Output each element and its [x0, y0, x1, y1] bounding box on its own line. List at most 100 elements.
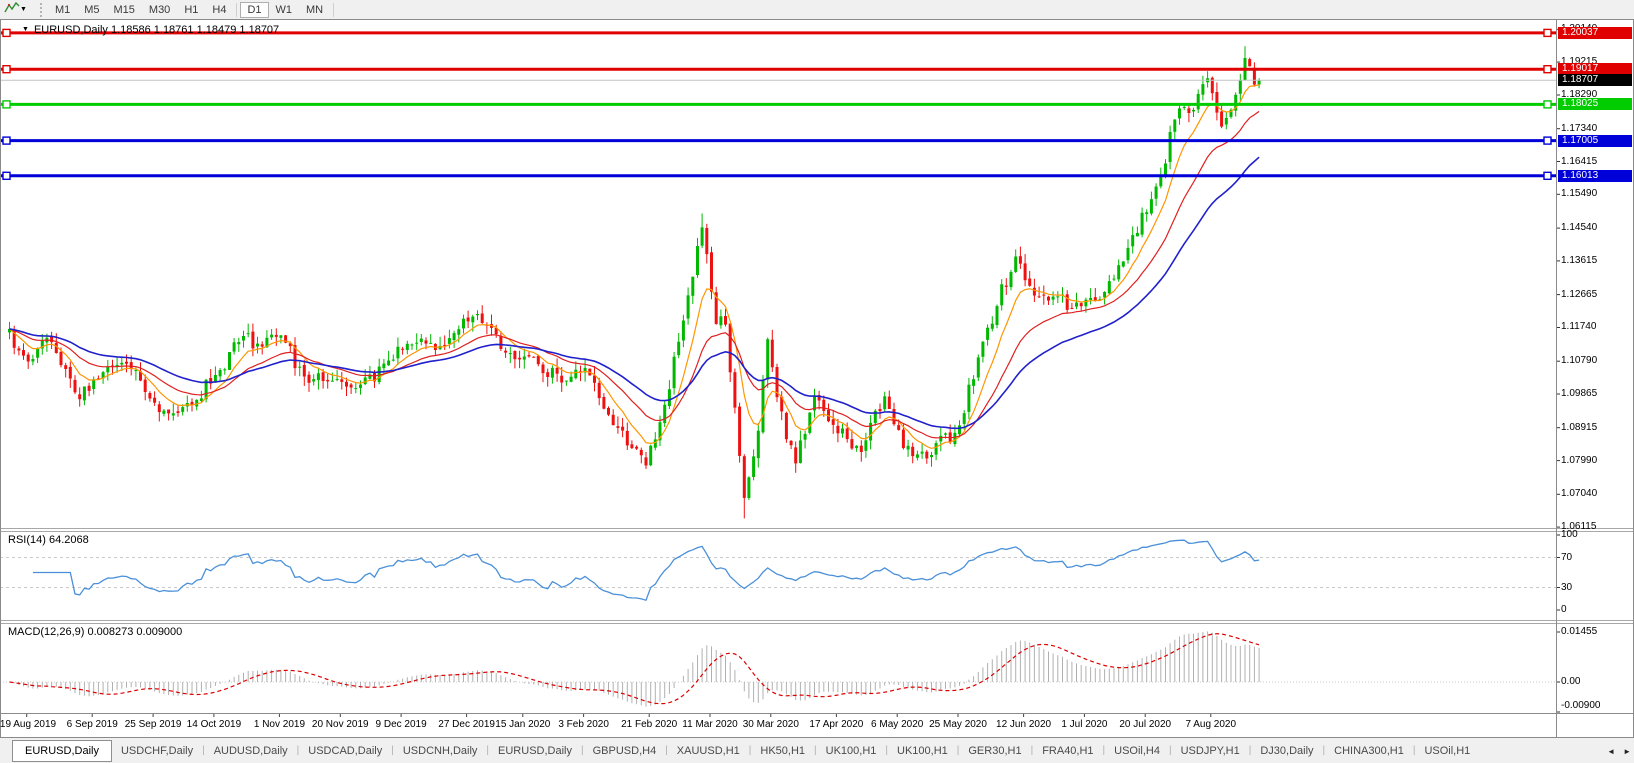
macd-tick-label: 0.01455: [1561, 626, 1598, 637]
timeframe-toolbar: ▼ M1 M5 M15 M30 H1 H4 D1 W1 MN: [0, 0, 1634, 19]
timeframe-button-M5[interactable]: M5: [84, 3, 100, 16]
tab-separator: |: [202, 745, 205, 756]
toolbar-separator: [236, 2, 238, 17]
timeframe-button-M15[interactable]: M15: [113, 3, 135, 16]
date-tick-label: 9 Dec 2019: [375, 719, 427, 730]
tab-usoil-h1[interactable]: USOil,H1: [1424, 744, 1471, 757]
rsi-label: RSI(14) 64.2068: [8, 534, 89, 546]
tab-dj30-daily[interactable]: DJ30,Daily: [1260, 744, 1314, 757]
tab-separator: |: [814, 745, 817, 756]
tab-eurusd-daily[interactable]: EURUSD,Daily: [12, 739, 112, 762]
tab-separator: |: [391, 745, 394, 756]
title-dropdown-icon[interactable]: ▼: [22, 26, 29, 33]
tab-usdjpy-h1[interactable]: USDJPY,H1: [1180, 744, 1240, 757]
macd-tick-label: 0.00: [1561, 676, 1581, 687]
tab-separator: |: [296, 745, 300, 756]
macd-tick-label: -0.00900: [1561, 700, 1601, 711]
price-tick-label: 1.18290: [1561, 88, 1598, 100]
timeframe-button-M30[interactable]: M30: [148, 3, 171, 16]
price-tick-label: 1.08915: [1561, 421, 1598, 433]
line-price-tag: 1.17005: [1558, 134, 1632, 147]
tab-fra40-h1[interactable]: FRA40,H1: [1042, 744, 1094, 757]
date-tick-label: 17 Apr 2020: [809, 719, 864, 730]
chart-tabs: EURUSD,Daily USDCHF,Daily | AUDUSD,Daily | US…: [0, 738, 1479, 763]
price-tick-label: 1.09865: [1561, 388, 1598, 399]
timeframe-button-H4[interactable]: H4: [212, 3, 227, 16]
price-tick-label: 1.06115: [1561, 521, 1597, 533]
tab-separator: |: [1169, 745, 1172, 756]
date-tick-label: 27 Dec 2019: [438, 719, 495, 730]
tab-uk100-h1[interactable]: UK100,H1: [825, 744, 877, 757]
date-tick-label: 25 May 2020: [929, 719, 987, 730]
rsi-tick-label: 0: [1561, 604, 1567, 615]
rsi-tick-label: 70: [1561, 551, 1573, 563]
line-price-tag: 1.16013: [1558, 169, 1632, 182]
tab-uk100-h1[interactable]: UK100,H1: [897, 744, 948, 757]
indicator-icon: [4, 1, 20, 19]
date-tick-label: 6 Sep 2019: [66, 719, 118, 730]
price-tick-label: 1.07990: [1561, 454, 1598, 466]
tab-gbpusd-h4[interactable]: GBPUSD,H4: [592, 744, 657, 757]
date-tick-label: 20 Jul 2020: [1119, 719, 1172, 730]
date-tick-label: 1 Jul 2020: [1061, 719, 1108, 730]
chart-canvas[interactable]: [0, 0, 1634, 737]
price-tick-label: 1.14540: [1561, 222, 1598, 234]
tab-scroll-left-icon[interactable]: ◄: [1607, 746, 1616, 756]
tab-separator: |: [1412, 745, 1416, 756]
timeframe-button-H1[interactable]: H1: [184, 3, 199, 16]
tab-hk50-h1[interactable]: HK50,H1: [760, 744, 806, 757]
tab-usoil-h4[interactable]: USOil,H4: [1114, 744, 1160, 757]
date-tick-label: 7 Aug 2020: [1185, 719, 1237, 730]
date-tick-label: 11 Mar 2020: [682, 719, 738, 730]
tab-usdcnh-daily[interactable]: USDCNH,Daily: [402, 744, 478, 757]
tab-scroll-right-icon[interactable]: ►: [1623, 746, 1631, 756]
tab-usdchf-daily[interactable]: USDCHF,Daily: [120, 744, 194, 757]
tab-china300-h1[interactable]: CHINA300,H1: [1334, 744, 1404, 757]
price-tick-label: 1.15490: [1561, 188, 1598, 200]
date-tick-label: 21 Feb 2020: [621, 719, 678, 730]
timeframe-button-MN[interactable]: MN: [306, 3, 324, 16]
tab-separator: |: [581, 745, 584, 756]
tab-separator: |: [956, 745, 960, 756]
timeframe-button-W1[interactable]: W1: [275, 3, 293, 16]
chart-title: ▼ EURUSD,Daily 1.18586 1.18761 1.18479 1.…: [22, 24, 279, 36]
tab-eurusd-daily[interactable]: EURUSD,Daily: [498, 744, 572, 757]
date-tick-label: 1 Nov 2019: [253, 719, 306, 730]
timeframe-button-D1[interactable]: D1: [240, 1, 269, 18]
indicator-tool-button[interactable]: ▼: [0, 1, 36, 18]
current-price-tag: 1.18707: [1558, 74, 1632, 87]
chart-title-text: EURUSD,Daily 1.18586 1.18761 1.18479 1.1…: [33, 24, 280, 36]
date-tick-label: 19 Aug 2019: [0, 719, 57, 730]
tab-audusd-daily[interactable]: AUDUSD,Daily: [213, 744, 288, 757]
price-tick-label: 1.16415: [1561, 155, 1598, 167]
price-tick-label: 1.19215: [1561, 56, 1598, 68]
line-price-tag: 1.19017: [1558, 63, 1632, 76]
price-tick-label: 1.07040: [1561, 488, 1598, 500]
chart-tabs-bar: EURUSD,Daily USDCHF,Daily | AUDUSD,Daily | US…: [0, 737, 1634, 763]
tab-separator: |: [1248, 745, 1252, 756]
toolbar-dropdown-icon[interactable]: ▼: [20, 6, 27, 13]
rsi-tick-label: 100: [1561, 529, 1578, 540]
tab-separator: |: [885, 745, 888, 756]
timeframe-buttons: M1 M5 M15 M30 H1 H4 D1 W1 MN: [48, 1, 337, 18]
line-price-tag: 1.18025: [1558, 98, 1632, 111]
timeframe-button-M1[interactable]: M1: [54, 3, 71, 16]
rsi-tick-label: 30: [1561, 581, 1573, 593]
date-tick-label: 6 May 2020: [871, 719, 924, 730]
price-tick-label: 1.10790: [1561, 355, 1598, 367]
date-tick-label: 25 Sep 2019: [124, 719, 182, 730]
date-tick-label: 14 Oct 2019: [186, 719, 242, 730]
price-tick-label: 1.11740: [1561, 321, 1597, 333]
price-tick-label: 1.13615: [1561, 254, 1598, 266]
tab-separator: |: [1030, 745, 1034, 756]
tab-usdcad-daily[interactable]: USDCAD,Daily: [308, 744, 383, 757]
price-tick-label: 1.17340: [1561, 122, 1598, 134]
date-tick-label: 12 Jun 2020: [996, 719, 1052, 730]
date-tick-label: 15 Jan 2020: [495, 719, 551, 730]
price-tick-label: 1.12665: [1561, 288, 1598, 300]
date-tick-label: 30 Mar 2020: [742, 719, 799, 730]
tab-xauusd-h1[interactable]: XAUUSD,H1: [676, 744, 740, 757]
tab-ger30-h1[interactable]: GER30,H1: [968, 744, 1022, 757]
macd-label: MACD(12,26,9) 0.008273 0.009000: [8, 626, 183, 638]
